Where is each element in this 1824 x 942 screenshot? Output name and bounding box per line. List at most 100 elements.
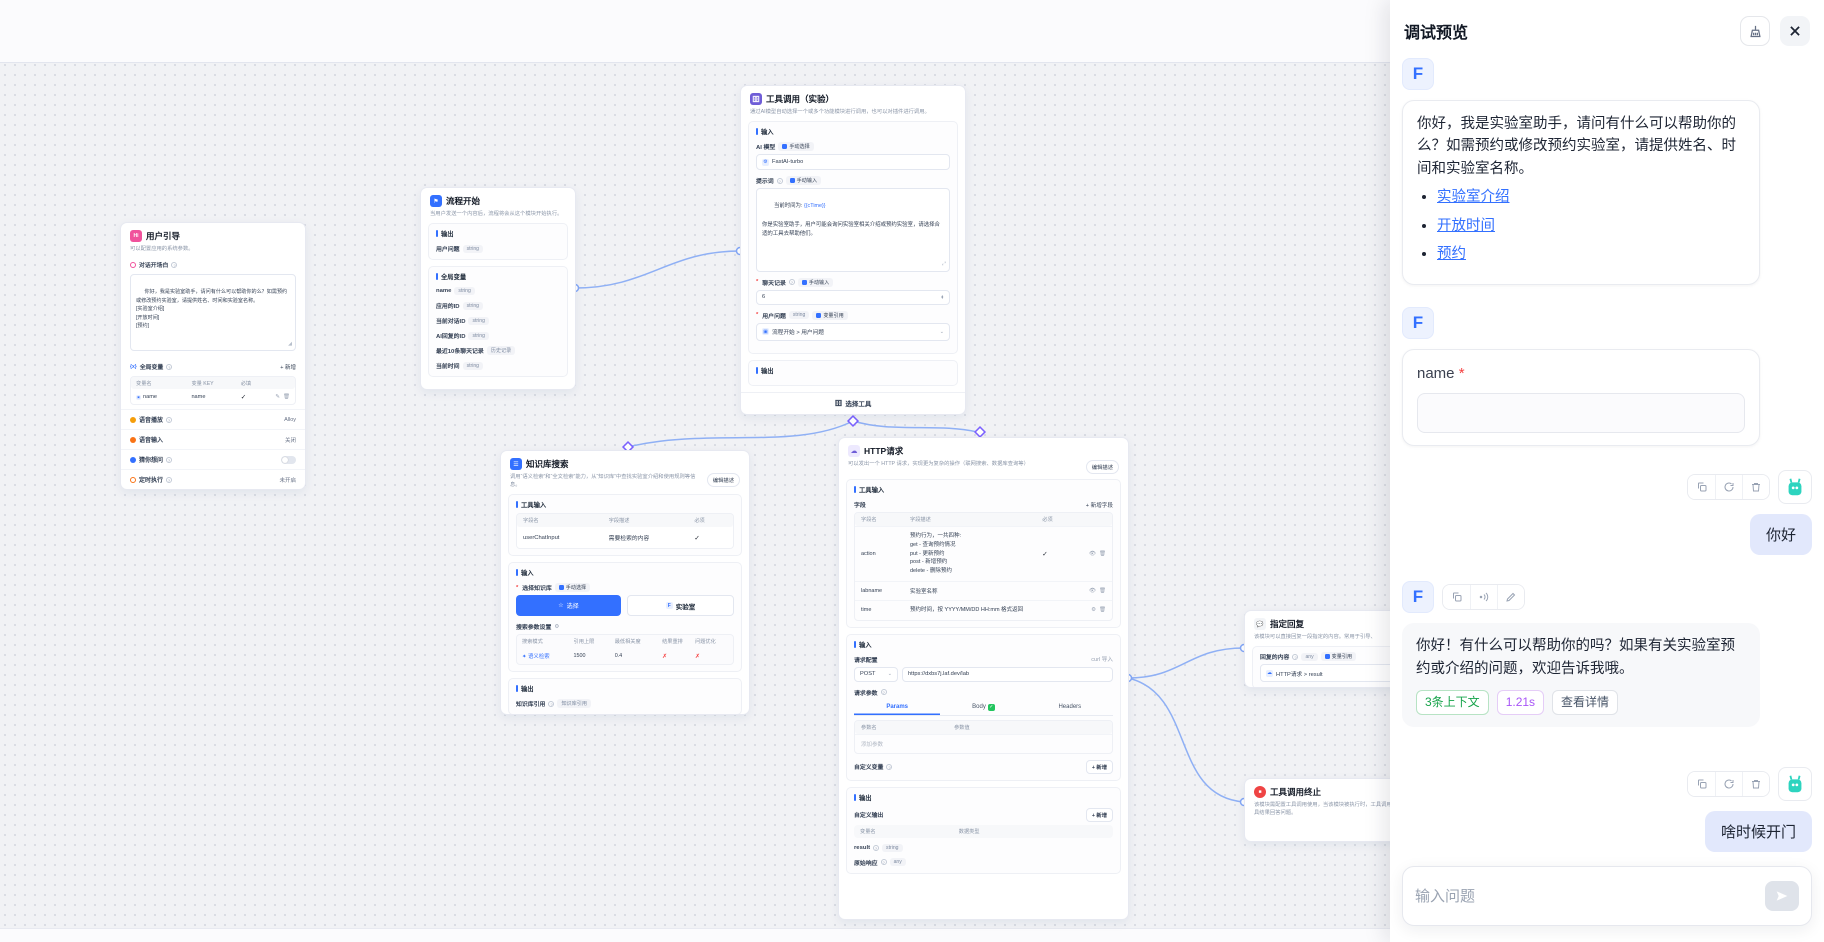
edit-button[interactable] xyxy=(1497,585,1524,610)
edit-desc-button[interactable]: 编辑描述 xyxy=(1085,460,1119,474)
send-button[interactable] xyxy=(1765,881,1799,911)
tts-setting-row[interactable]: 语音播放 ? Alloy xyxy=(121,409,305,429)
model-mode-chip[interactable]: 手动选择 xyxy=(778,142,814,152)
col-header: 变量名 xyxy=(136,380,152,387)
output-name: 用户问题 xyxy=(436,247,460,254)
delete-icon[interactable]: 🗑 xyxy=(1099,550,1106,557)
search-params-label: 搜索参数设置 xyxy=(516,625,552,632)
col-header: 问题优化 xyxy=(695,639,716,646)
url-input[interactable]: https://dxbs7j.laf.dev/lab xyxy=(902,666,1113,682)
curl-import-button[interactable]: curl 导入 xyxy=(1091,657,1113,664)
question-mode-chip[interactable]: 变量引用 xyxy=(812,310,848,320)
chevron-down-icon: ⌄ xyxy=(887,671,892,678)
assistant-reply: 你好！有什么可以帮助你的吗？如果有关实验室预约或介绍的问题，欢迎告诉我哦。 3条… xyxy=(1402,623,1760,727)
node-flow-start[interactable]: ⚑ 流程开始 当用户发送一个内容后，流程将会从这个模块开始执行。 输出 用户问题… xyxy=(420,187,576,390)
link-booking[interactable]: 预约 xyxy=(1437,246,1466,263)
custom-output-label: 自定义输出 xyxy=(854,813,884,820)
question-ref-select[interactable]: ▣ 流程开始 > 用户问题 ⌄ xyxy=(756,322,950,341)
add-param-placeholder-row[interactable]: 添加参数 xyxy=(855,733,1112,753)
eye-icon[interactable]: 👁 xyxy=(1089,587,1096,594)
link-lab-intro[interactable]: 实验室介绍 xyxy=(1437,189,1510,206)
global-var: AI回复的ID xyxy=(436,334,466,341)
name-field[interactable] xyxy=(1417,393,1745,434)
kb-mode-chip[interactable]: 手动选择 xyxy=(554,583,591,593)
output-section-label: 输出 xyxy=(854,793,1113,802)
message-actions xyxy=(1442,584,1525,611)
copy-button[interactable] xyxy=(1688,475,1715,500)
opening-textarea[interactable]: 你好，我是实验室助手，请问有什么可以帮助你的么？如需预约或修改预约实验室，请提供… xyxy=(130,274,296,351)
resize-handle-icon[interactable]: ◢ xyxy=(288,340,292,347)
chat-input[interactable] xyxy=(1415,887,1765,905)
timer-value: 未开启 xyxy=(279,477,296,484)
tab-body[interactable]: Body ✓ xyxy=(972,703,995,711)
stt-setting-row[interactable]: 语音输入 关闭 xyxy=(121,429,305,449)
delete-icon[interactable]: 🗑 xyxy=(282,394,290,400)
node-kb-search[interactable]: ☰ 知识库搜索 调用“语义检索”和“全文检索”能力，从“知识库”中查找实验室介绍… xyxy=(500,450,750,715)
form-field-label: name xyxy=(1417,364,1455,382)
question-label: 用户问题 xyxy=(762,313,786,320)
gear-icon[interactable]: ⚙ xyxy=(1091,607,1096,614)
detail-badge[interactable]: 查看详情 xyxy=(1552,690,1619,715)
link-open-hours[interactable]: 开放时间 xyxy=(1437,217,1495,234)
stepper-arrows-icon[interactable]: ▲ ▼ xyxy=(940,293,944,301)
opening-icon xyxy=(130,261,136,268)
delete-icon[interactable]: 🗑 xyxy=(1099,587,1106,594)
bulb-icon xyxy=(130,456,136,463)
add-field-button[interactable]: + 新增字段 xyxy=(1085,502,1113,509)
reply-content-label: 回复的内容 xyxy=(1260,655,1290,662)
timer-setting-row[interactable]: 定时执行 ? 未开启 xyxy=(121,469,305,489)
send-icon xyxy=(1776,891,1788,901)
retry-button[interactable] xyxy=(1715,771,1742,796)
expand-icon[interactable]: ⤢ xyxy=(941,261,946,268)
guess-toggle[interactable] xyxy=(281,455,296,464)
history-mode-chip[interactable]: 手动输入 xyxy=(797,277,834,287)
delete-button[interactable] xyxy=(1742,771,1769,796)
read-aloud-button[interactable] xyxy=(1470,585,1497,610)
copy-icon xyxy=(1697,482,1706,492)
delete-icon[interactable]: 🗑 xyxy=(1099,607,1106,614)
help-icon: ? xyxy=(171,261,178,268)
type-chip: string xyxy=(468,331,489,340)
reply-ref-value: HTTP请求 > result xyxy=(1276,671,1323,678)
node-tool-call[interactable]: 🗄 工具调用（实验） 通过AI模型自动选择一个或多个功能模块进行调用，也可以对插… xyxy=(740,85,966,415)
clear-chat-button[interactable] xyxy=(1740,16,1770,46)
model-value: FastAI-turbo xyxy=(772,159,804,166)
copy-button[interactable] xyxy=(1443,585,1470,610)
result-output: result xyxy=(854,844,871,851)
tts-value: Alloy xyxy=(284,416,296,423)
add-custom-var-button[interactable]: + 新增 xyxy=(1085,759,1113,774)
delete-button[interactable] xyxy=(1742,475,1769,500)
tab-params[interactable]: Params xyxy=(854,701,940,715)
type-chip: any xyxy=(1301,652,1318,661)
method-select[interactable]: POST ⌄ xyxy=(854,666,898,682)
col-header: 字段描述 xyxy=(608,518,630,525)
node-http-request[interactable]: ☁ HTTP请求 可以发出一个 HTTP 请求，实现更为复杂的操作（联网搜索、数… xyxy=(838,437,1129,920)
reply-mode-chip[interactable]: 变量引用 xyxy=(1320,652,1357,662)
retry-button[interactable] xyxy=(1715,475,1742,500)
opening-label: 对话开场白 xyxy=(139,263,169,270)
history-count-stepper[interactable]: 6 ▲ ▼ xyxy=(756,289,950,305)
model-select[interactable]: ⚙ FastAI-turbo xyxy=(756,154,950,171)
input-section-label: 输入 xyxy=(756,127,950,136)
kb-selected-item[interactable]: F 实验室 xyxy=(627,595,734,617)
gear-icon[interactable]: ⚙ xyxy=(554,623,560,630)
user-avatar xyxy=(1778,766,1812,801)
history-label: 聊天记录 xyxy=(762,280,786,287)
close-panel-button[interactable] xyxy=(1780,16,1810,46)
add-variable-button[interactable]: + 新增 xyxy=(280,364,296,371)
prompt-textarea[interactable]: 当前时间为: {{cTime}} 你是实验室助手，用户可能会询问实验室相关介绍或… xyxy=(756,188,950,272)
select-tool-button[interactable]: 🗄 选择工具 xyxy=(741,392,965,414)
eye-icon[interactable]: 👁 xyxy=(1089,550,1096,557)
kb-select-button[interactable]: ☆ 选择 xyxy=(516,595,621,617)
help-icon: ? xyxy=(1292,653,1299,660)
add-custom-output-button[interactable]: + 新增 xyxy=(1085,807,1113,822)
tab-headers[interactable]: Headers xyxy=(1058,704,1082,711)
edit-desc-button[interactable]: 编辑描述 xyxy=(706,473,740,487)
prompt-mode-chip[interactable]: 手动输入 xyxy=(785,176,822,186)
edit-icon[interactable]: ✎ xyxy=(275,394,280,400)
context-badge[interactable]: 3条上下文 xyxy=(1416,690,1489,715)
copy-button[interactable] xyxy=(1688,771,1715,796)
guess-setting-row[interactable]: 猜你想问 ? xyxy=(121,449,305,469)
output-section-label: 输出 xyxy=(436,229,560,238)
node-user-guide[interactable]: Hi 用户引导 可以配置应用的系统参数。 对话开场白 ? 你好，我是实验室助手，… xyxy=(120,222,306,490)
